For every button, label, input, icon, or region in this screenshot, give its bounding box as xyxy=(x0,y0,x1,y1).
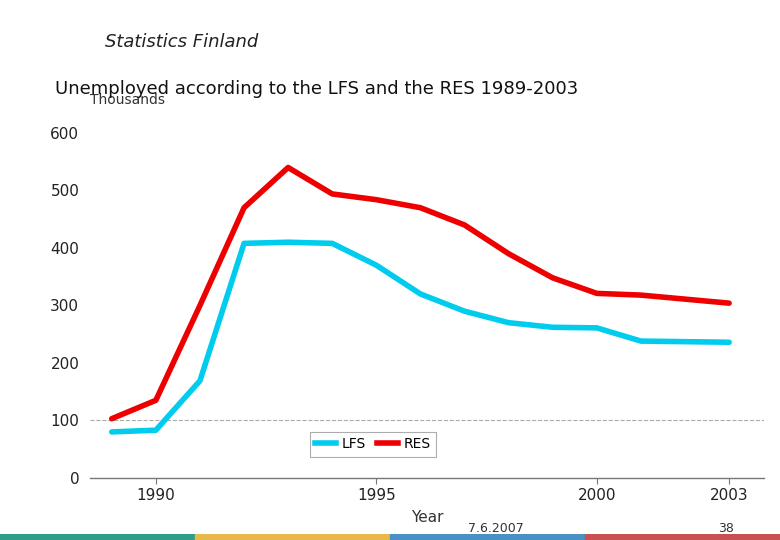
RES xyxy=(195,302,204,309)
RES xyxy=(283,164,292,171)
Bar xyxy=(585,534,780,540)
RES xyxy=(548,275,558,281)
RES xyxy=(416,205,425,211)
RES xyxy=(680,296,690,302)
LFS xyxy=(283,239,292,246)
Line: RES: RES xyxy=(112,167,729,418)
LFS xyxy=(460,308,470,314)
Bar xyxy=(195,534,390,540)
RES xyxy=(504,251,513,257)
RES xyxy=(328,191,337,197)
LFS xyxy=(195,377,204,384)
LFS xyxy=(416,291,425,297)
LFS xyxy=(680,339,690,345)
RES xyxy=(725,300,734,306)
RES xyxy=(460,222,470,228)
Text: Unemployed according to the LFS and the RES 1989-2003: Unemployed according to the LFS and the … xyxy=(55,80,578,98)
Legend: LFS, RES: LFS, RES xyxy=(310,431,436,457)
Bar xyxy=(0,534,195,540)
LFS xyxy=(504,320,513,326)
X-axis label: Year: Year xyxy=(411,510,443,525)
LFS xyxy=(548,324,558,330)
LFS xyxy=(725,339,734,346)
LFS xyxy=(592,325,601,331)
LFS xyxy=(151,427,161,434)
Text: Thousands: Thousands xyxy=(90,93,165,107)
RES xyxy=(592,290,601,296)
LFS xyxy=(636,338,646,345)
RES xyxy=(636,292,646,298)
LFS xyxy=(328,240,337,247)
LFS xyxy=(107,429,116,435)
Bar xyxy=(390,534,585,540)
Text: 7.6.2007: 7.6.2007 xyxy=(468,522,523,535)
LFS xyxy=(371,262,381,268)
RES xyxy=(371,197,381,203)
LFS xyxy=(239,240,249,247)
Text: Statistics Finland: Statistics Finland xyxy=(105,33,258,51)
Text: 38: 38 xyxy=(718,522,733,535)
RES xyxy=(151,397,161,403)
RES xyxy=(107,415,116,422)
RES xyxy=(239,205,249,211)
Line: LFS: LFS xyxy=(112,242,729,432)
